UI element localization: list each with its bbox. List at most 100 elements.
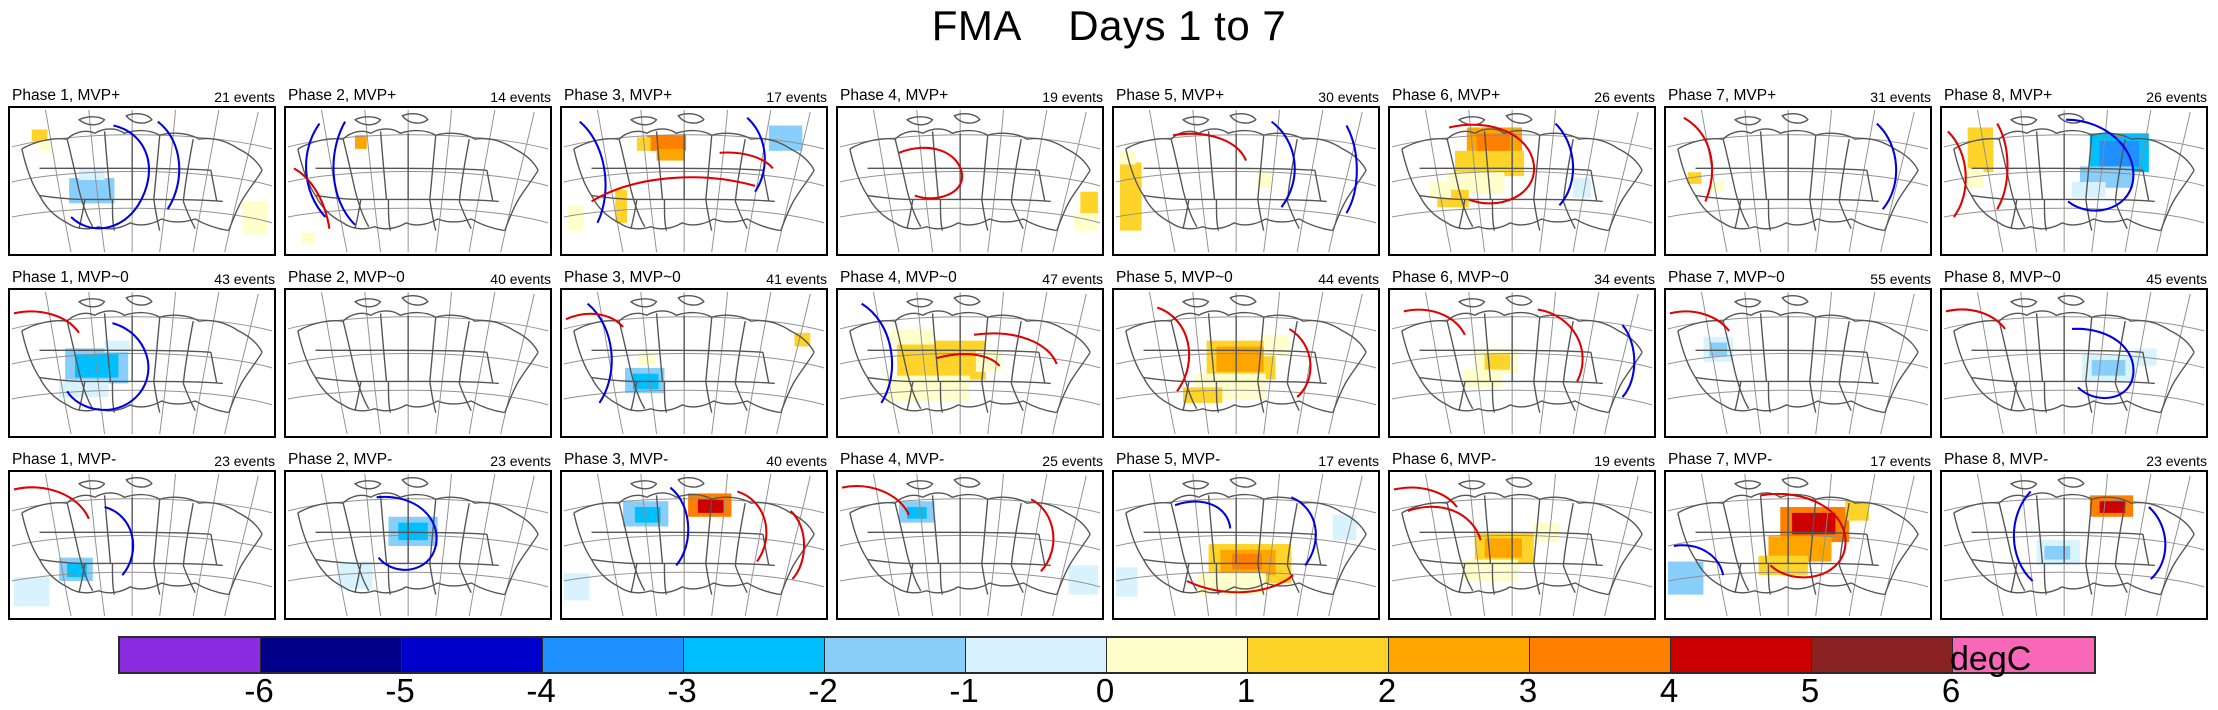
map-panel[interactable]: Phase 4, MVP~0 47 events [836, 268, 1106, 450]
shaded-anomaly-field [1703, 336, 1733, 363]
map-panel[interactable]: Phase 6, MVP- 19 events [1388, 450, 1658, 632]
map-panel[interactable]: Phase 5, MVP- 17 events [1112, 450, 1382, 632]
coastlines [21, 477, 263, 596]
map-canvas[interactable] [836, 470, 1104, 620]
colorbar-tick: -3 [667, 672, 697, 709]
graticule [1115, 109, 1377, 253]
map-canvas[interactable] [284, 288, 552, 438]
map-basemap [563, 291, 825, 435]
shaded-anomaly-field [2036, 495, 2134, 566]
map-canvas[interactable] [8, 106, 276, 256]
map-canvas[interactable] [1112, 106, 1380, 256]
map-basemap [1391, 473, 1653, 617]
panel-header: Phase 1, MVP+ 21 events [8, 86, 278, 106]
colorbar-segment [1953, 638, 2094, 672]
coastlines [1953, 477, 2195, 596]
map-canvas[interactable] [1388, 106, 1656, 256]
colorbar-segment [1812, 638, 1953, 672]
panel-header: Phase 2, MVP+ 14 events [284, 86, 554, 106]
map-panel[interactable]: Phase 4, MVP- 25 events [836, 450, 1106, 632]
map-canvas[interactable] [836, 288, 1104, 438]
significance-contours [1393, 486, 1482, 541]
map-panel[interactable]: Phase 3, MVP+ 17 events [560, 86, 830, 268]
map-panel[interactable]: Phase 8, MVP~0 45 events [1940, 268, 2210, 450]
map-panel[interactable]: Phase 3, MVP~0 41 events [560, 268, 830, 450]
map-canvas[interactable] [560, 288, 828, 438]
map-basemap [11, 473, 273, 617]
colorbar-tick: 2 [1377, 672, 1397, 709]
map-canvas[interactable] [1388, 470, 1656, 620]
map-panel[interactable]: Phase 6, MVP~0 34 events [1388, 268, 1658, 450]
shaded-anomaly-field [301, 135, 367, 245]
map-panel[interactable]: Phase 3, MVP- 40 events [560, 450, 830, 632]
map-basemap [1115, 291, 1377, 435]
map-panel[interactable]: Phase 2, MVP- 23 events [284, 450, 554, 632]
coastlines [297, 113, 539, 232]
map-panel[interactable]: Phase 8, MVP- 23 events [1940, 450, 2210, 632]
colorbar-tick: -2 [808, 672, 838, 709]
panel-header: Phase 7, MVP+ 31 events [1664, 86, 1934, 106]
map-canvas[interactable] [836, 106, 1104, 256]
map-panel[interactable]: Phase 5, MVP+ 30 events [1112, 86, 1382, 268]
panel-phase-label: Phase 8, MVP+ [1944, 87, 2053, 104]
map-panel[interactable]: Phase 1, MVP- 23 events [8, 450, 278, 632]
panel-phase-label: Phase 6, MVP- [1392, 451, 1497, 468]
map-canvas[interactable] [284, 106, 552, 256]
graticule [563, 109, 825, 253]
map-panel[interactable]: Phase 1, MVP+ 21 events [8, 86, 278, 268]
map-panel[interactable]: Phase 1, MVP~0 43 events [8, 268, 278, 450]
panel-event-count: 26 events [1594, 89, 1655, 105]
map-canvas[interactable] [8, 470, 276, 620]
map-canvas[interactable] [1664, 470, 1932, 620]
map-panel[interactable]: Phase 8, MVP+ 26 events [1940, 86, 2210, 268]
map-canvas[interactable] [1940, 470, 2208, 620]
map-basemap [563, 109, 825, 253]
map-canvas[interactable] [1940, 106, 2208, 256]
map-panel[interactable]: Phase 6, MVP+ 26 events [1388, 86, 1658, 268]
significance-contours [565, 302, 624, 404]
map-canvas[interactable] [1664, 288, 1932, 438]
colorbar-segment [1107, 638, 1248, 672]
map-canvas[interactable] [1388, 288, 1656, 438]
colorbar-segment [1671, 638, 1812, 672]
coastlines [1125, 477, 1367, 596]
map-panel[interactable]: Phase 7, MVP~0 55 events [1664, 268, 1934, 450]
panel-row: Phase 1, MVP- 23 events [8, 450, 2210, 632]
colorbar-segment [1389, 638, 1530, 672]
page-title: FMA Days 1 to 7 [931, 2, 1287, 49]
map-canvas[interactable] [1664, 106, 1932, 256]
coastlines [21, 295, 263, 414]
coastlines [1401, 477, 1643, 596]
colorbar-tick: 1 [1236, 672, 1256, 709]
colorbar-tick: 0 [1095, 672, 1115, 709]
significance-contours [13, 486, 135, 576]
map-canvas[interactable] [560, 106, 828, 256]
map-canvas[interactable] [1940, 288, 2208, 438]
map-basemap [1391, 291, 1653, 435]
map-canvas[interactable] [8, 288, 276, 438]
map-basemap [287, 291, 549, 435]
colorbar-segment [1248, 638, 1389, 672]
panel-header: Phase 6, MVP+ 26 events [1388, 86, 1658, 106]
map-basemap [1115, 473, 1377, 617]
coastlines [1401, 113, 1643, 232]
panel-phase-label: Phase 2, MVP- [288, 451, 393, 468]
map-panel[interactable]: Phase 4, MVP+ 19 events [836, 86, 1106, 268]
map-panel[interactable]: Phase 7, MVP+ 31 events [1664, 86, 1934, 268]
map-canvas[interactable] [560, 470, 828, 620]
map-canvas[interactable] [284, 470, 552, 620]
map-canvas[interactable] [1112, 470, 1380, 620]
shaded-anomaly-field [1963, 127, 2149, 198]
panel-event-count: 43 events [214, 271, 275, 287]
map-canvas[interactable] [1112, 288, 1380, 438]
significance-contours [376, 495, 438, 571]
map-panel[interactable]: Phase 2, MVP~0 40 events [284, 268, 554, 450]
map-panel[interactable]: Phase 7, MVP- 17 events [1664, 450, 1934, 632]
panel-phase-label: Phase 1, MVP+ [12, 87, 121, 104]
panel-phase-label: Phase 8, MVP~0 [1944, 269, 2061, 286]
map-panel[interactable]: Phase 5, MVP~0 44 events [1112, 268, 1382, 450]
colorbar-tick: -6 [244, 672, 274, 709]
coastlines [573, 113, 815, 232]
panel-header: Phase 2, MVP- 23 events [284, 450, 554, 470]
map-panel[interactable]: Phase 2, MVP+ 14 events [284, 86, 554, 268]
